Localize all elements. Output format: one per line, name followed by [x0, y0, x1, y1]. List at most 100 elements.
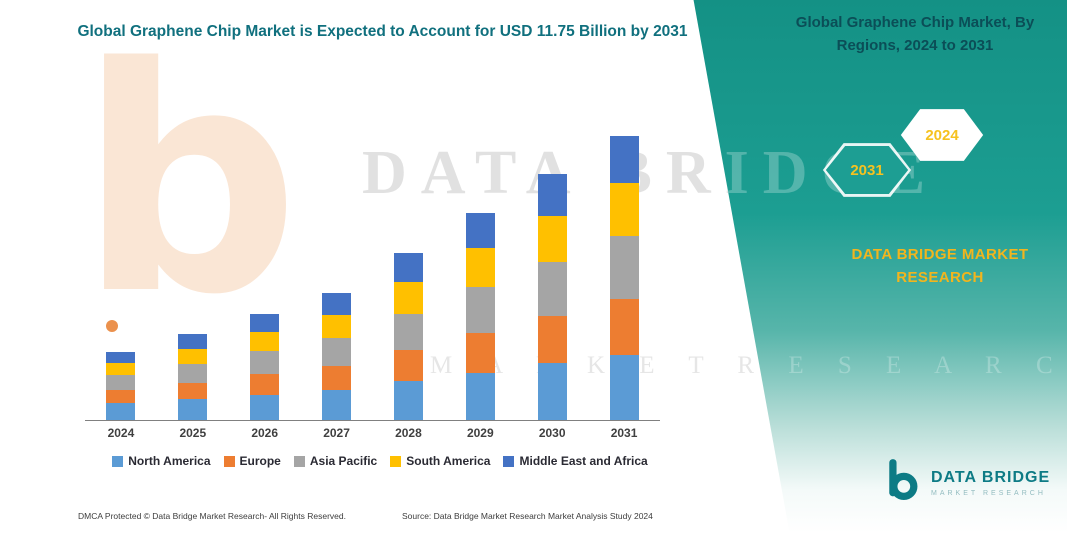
bar-cell: [373, 253, 445, 420]
legend-label: Middle East and Africa: [519, 454, 648, 468]
segment-middle-east-and-africa: [393, 253, 423, 283]
stacked-bar-2028: [393, 253, 423, 420]
segment-south-america: [393, 282, 423, 314]
hexagon-2024: 2024: [900, 109, 984, 161]
legend-swatch: [293, 455, 305, 467]
dbmr-b-icon: [882, 456, 922, 509]
segment-asia-pacific: [393, 313, 423, 350]
segment-middle-east-and-africa: [178, 334, 208, 349]
segment-south-america: [106, 363, 136, 376]
chart-area: 2024 2025 2026 2027 2028 2029 2030 2031: [85, 118, 660, 440]
segment-europe: [537, 315, 567, 364]
segment-europe: [250, 374, 280, 395]
segment-north-america: [322, 389, 352, 420]
bar-cell: [516, 174, 588, 420]
chart-title: Global Graphene Chip Market is Expected …: [77, 23, 688, 40]
x-axis-label: 2030: [538, 426, 566, 440]
dbmr-logo-watermark: b: [78, 2, 300, 363]
segment-europe: [609, 299, 639, 355]
legend-label: North America: [128, 454, 211, 468]
x-axis-label: 2028: [395, 426, 422, 440]
stacked-bar-2026: [250, 313, 280, 420]
legend-item: North America: [112, 454, 211, 468]
segment-middle-east-and-africa: [465, 213, 495, 249]
x-axis-label: 2026: [251, 426, 279, 440]
stacked-bar-2025: [178, 334, 208, 420]
company-logo: DATA BRIDGE MARKET RESEARCH: [882, 456, 1050, 509]
segment-asia-pacific: [250, 351, 280, 375]
legend-label: Europe: [239, 454, 281, 468]
segment-asia-pacific: [609, 236, 639, 300]
brand-text: DATA BRIDGE MARKET RESEARCH: [851, 246, 1029, 287]
segment-north-america: [537, 363, 567, 420]
bar-cell: [588, 135, 660, 420]
stacked-bar-2027: [322, 292, 352, 420]
segment-south-america: [322, 314, 352, 338]
segment-north-america: [106, 403, 136, 420]
legend-swatch: [390, 455, 402, 467]
logo-dot-watermark: [106, 320, 118, 332]
bar-cell: [301, 292, 373, 420]
legend-item: Middle East and Africa: [503, 454, 648, 468]
segment-asia-pacific: [106, 375, 136, 390]
segment-north-america: [609, 354, 639, 420]
legend-swatch: [503, 455, 515, 467]
segment-asia-pacific: [537, 261, 567, 316]
x-axis-label: 2025: [179, 426, 207, 440]
segment-europe: [178, 382, 208, 400]
bar-cell: [444, 213, 516, 420]
stacked-bar-2024: [106, 352, 136, 420]
segment-europe: [322, 365, 352, 390]
legend-label: Asia Pacific: [309, 454, 378, 468]
bar-cell: [157, 334, 229, 420]
legend-item: South America: [390, 454, 490, 468]
segment-south-america: [250, 331, 280, 352]
legend-swatch: [112, 455, 124, 467]
stacked-bar-2031: [609, 135, 639, 420]
x-axis-label: 2029: [466, 426, 494, 440]
x-axis-label: 2024: [107, 426, 135, 440]
segment-middle-east-and-africa: [537, 174, 567, 216]
stacked-bar-2029: [465, 213, 495, 420]
segment-asia-pacific: [322, 337, 352, 366]
hexagon-2031: 2031: [822, 143, 912, 197]
banner-heading: Global Graphene Chip Market, By Regions,…: [795, 14, 1035, 54]
segment-europe: [393, 349, 423, 382]
legend-item: Europe: [223, 454, 281, 468]
segment-north-america: [393, 381, 423, 420]
legend-item: Asia Pacific: [293, 454, 378, 468]
plot-area: [85, 118, 660, 421]
segment-south-america: [178, 348, 208, 365]
hexagon-2024-label: 2024: [903, 111, 981, 159]
logo-name: DATA BRIDGE: [931, 468, 1051, 486]
segment-south-america: [537, 215, 567, 262]
footer-dmca-text: DMCA Protected © Data Bridge Market Rese…: [78, 511, 346, 521]
footer-source-text: Source: Data Bridge Market Research Mark…: [402, 511, 653, 521]
segment-europe: [106, 389, 136, 404]
bar-cell: [229, 313, 301, 420]
segment-north-america: [178, 399, 208, 420]
hexagon-2031-label: 2031: [825, 146, 909, 194]
segment-south-america: [465, 248, 495, 287]
stacked-bar-2030: [537, 174, 567, 420]
legend-swatch: [223, 455, 235, 467]
bar-cell: [85, 352, 157, 420]
segment-middle-east-and-africa: [106, 352, 136, 364]
segment-europe: [465, 332, 495, 373]
x-axis-label: 2027: [323, 426, 350, 440]
segment-asia-pacific: [465, 286, 495, 333]
logo-subtitle: MARKET RESEARCH: [931, 489, 1046, 497]
segment-middle-east-and-africa: [609, 135, 639, 183]
segment-middle-east-and-africa: [250, 313, 280, 332]
legend-label: South America: [406, 454, 491, 468]
segment-south-america: [609, 182, 639, 237]
x-axis-label: 2031: [610, 426, 638, 440]
segment-asia-pacific: [178, 364, 208, 383]
segment-north-america: [465, 372, 495, 420]
segment-middle-east-and-africa: [322, 292, 352, 315]
legend: North America Europe Asia Pacific South Ame…: [60, 454, 700, 468]
x-axis: 2024 2025 2026 2027 2028 2029 2030 2031: [85, 426, 660, 440]
segment-north-america: [250, 394, 280, 420]
